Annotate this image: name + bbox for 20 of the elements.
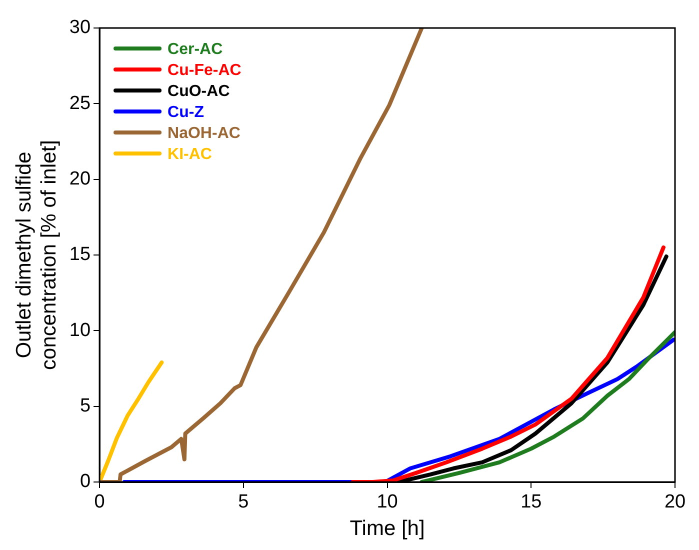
y-tick-label: 20 xyxy=(69,168,91,190)
legend-label: CuO-AC xyxy=(168,82,230,100)
y-axis-title: Outlet dimethyl sulfide concentration [% of inlet] xyxy=(12,140,61,370)
y-tick-label: 30 xyxy=(69,17,91,38)
legend-label: Cu-Fe-AC xyxy=(168,62,242,79)
x-axis-title: Time [h] xyxy=(350,517,425,540)
legend-label: Cu-Z xyxy=(168,104,204,121)
y-tick-label: 15 xyxy=(69,244,91,266)
y-tick-label: 10 xyxy=(69,320,91,341)
y-tick-label: 25 xyxy=(69,92,91,114)
x-tick-label: 5 xyxy=(238,492,249,513)
y-tick-label: 0 xyxy=(80,471,91,492)
x-tick-label: 15 xyxy=(520,492,542,513)
x-tick-label: 10 xyxy=(376,492,398,513)
legend-label: KI-AC xyxy=(168,146,212,163)
legend-label: NaOH-AC xyxy=(168,124,241,142)
x-tick-label: 20 xyxy=(664,492,686,513)
legend-label: Cer-AC xyxy=(168,40,224,58)
x-tick-label: 0 xyxy=(94,492,105,513)
y-tick-label: 5 xyxy=(80,396,91,417)
